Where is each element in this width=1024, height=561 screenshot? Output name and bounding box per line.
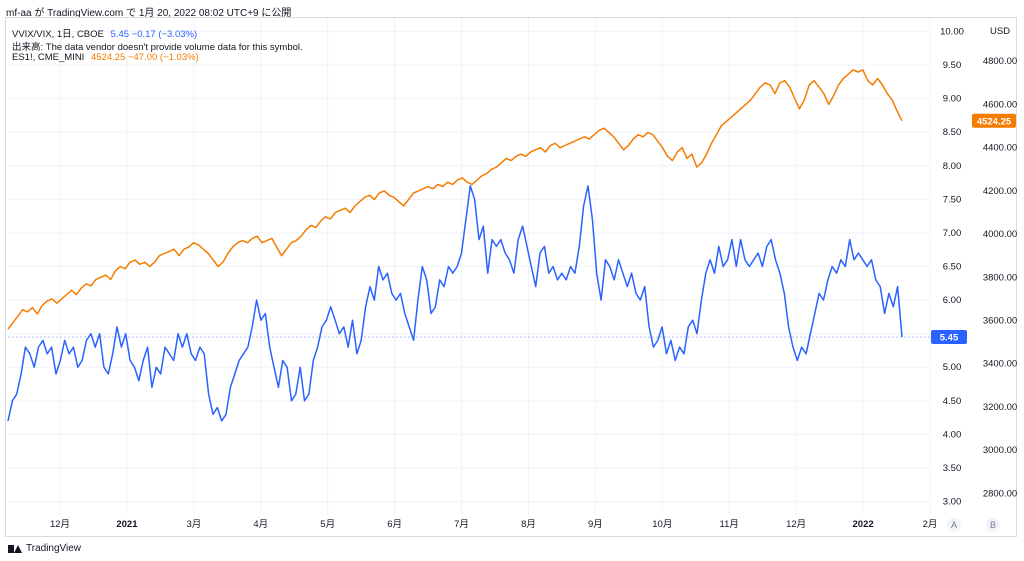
left-axis-label: 5.00 [943,362,962,373]
legend-vvix-values: 5.45 −0.17 (−3.03%) [110,29,198,40]
x-tick-label: 5月 [320,519,335,530]
left-axis-label: 6.00 [943,295,962,306]
x-axis: 12月 2021 3月 4月 5月 6月 7月 8月 9月 10月 11月 12月 2022 2月 [50,519,937,530]
series-line-vvix [7,185,903,422]
last-value-text-vvix: 5.45 [940,333,959,344]
right-axis-label: 3000.00 [983,445,1017,456]
x-tick-label: 2021 [116,519,138,530]
x-tick-label: 2月 [923,519,938,530]
legend-vvix-symbol: VVIX/VIX, 1日, CBOE [12,29,104,40]
footer-brand-label: TradingView [26,543,82,554]
x-tick-label: 12月 [50,519,70,530]
series-lines [7,69,930,422]
right-axis-unit: USD [990,26,1010,37]
left-axis-label: 7.50 [943,194,962,205]
footer-brand[interactable]: TradingView [8,543,81,554]
x-tick-label: 2022 [853,519,874,530]
right-axis-label: 4200.00 [983,186,1017,197]
auto-scale-button[interactable]: A [947,518,961,532]
right-axis-label: 4600.00 [983,99,1017,110]
right-axis-label: 4400.00 [983,143,1017,154]
x-tick-label: 12月 [786,519,806,530]
x-tick-label: 10月 [652,519,672,530]
last-value-text-es: 4524.25 [977,116,1012,127]
published-by: mf-aa が TradingView.com で 1月 20, 2022 08… [6,8,292,19]
right-axis-label: 4800.00 [983,56,1017,67]
right-axis-label: 3600.00 [983,316,1017,327]
left-axis-label: 9.00 [943,94,962,105]
x-tick-label: 11月 [720,519,739,530]
right-axis-label: 3400.00 [983,359,1017,370]
chart-frame[interactable] [5,17,1017,537]
x-tick-label: 4月 [253,519,268,530]
x-tick-label: 8月 [521,519,536,530]
x-tick-label: 6月 [387,519,402,530]
right-axis-label: 3800.00 [983,272,1017,283]
x-tick-label: 3月 [186,519,201,530]
right-axis-label: 4000.00 [983,229,1017,240]
last-value-tags: 5.45 4524.25 [931,113,1016,345]
left-axis-label: 8.50 [943,127,962,138]
left-axis-label: 10.00 [940,26,964,37]
x-tick-label: 9月 [588,519,603,530]
x-tick-label: 7月 [454,519,469,530]
right-axis-label: 3200.00 [983,402,1017,413]
grid-lines [8,18,931,515]
last-value-tag-vvix [931,330,967,345]
tradingview-logo-icon [8,544,22,553]
last-value-tag-es [972,113,1016,128]
left-axis-label: 7.00 [943,228,962,239]
legend-vvix[interactable]: VVIX/VIX, 1日, CBOE 5.45 −0.17 (−3.03%) [12,26,201,40]
log-scale-button[interactable]: B [986,518,1000,532]
left-axis-label: 9.50 [943,60,962,71]
left-price-axis: 10.009.509.008.508.007.507.006.506.005.5… [940,26,964,507]
legend-es-values: 4524.25 −47.00 (−1.03%) [90,52,199,63]
left-axis-label: 8.00 [943,161,962,172]
left-axis-label: 4.50 [943,396,962,407]
left-axis-label: 3.50 [943,463,962,474]
right-price-axis: 4800.00 4600.00 4400.00 4200.00 4000.00 3800.… [983,26,1017,499]
left-axis-label: 4.00 [943,429,962,440]
right-axis-label: 2800.00 [983,488,1017,499]
series-line-es [7,69,903,330]
legend-es[interactable]: ES1!, CME_MINI 4524.25 −47.00 (−1.03%) [12,52,203,63]
left-axis-label: 6.50 [943,262,962,273]
legend-volume-note: 出来高: The data vendor doesn't provide vol… [12,42,303,53]
left-axis-label: 3.00 [943,497,962,508]
legend-es-symbol: ES1!, CME_MINI [12,52,85,63]
